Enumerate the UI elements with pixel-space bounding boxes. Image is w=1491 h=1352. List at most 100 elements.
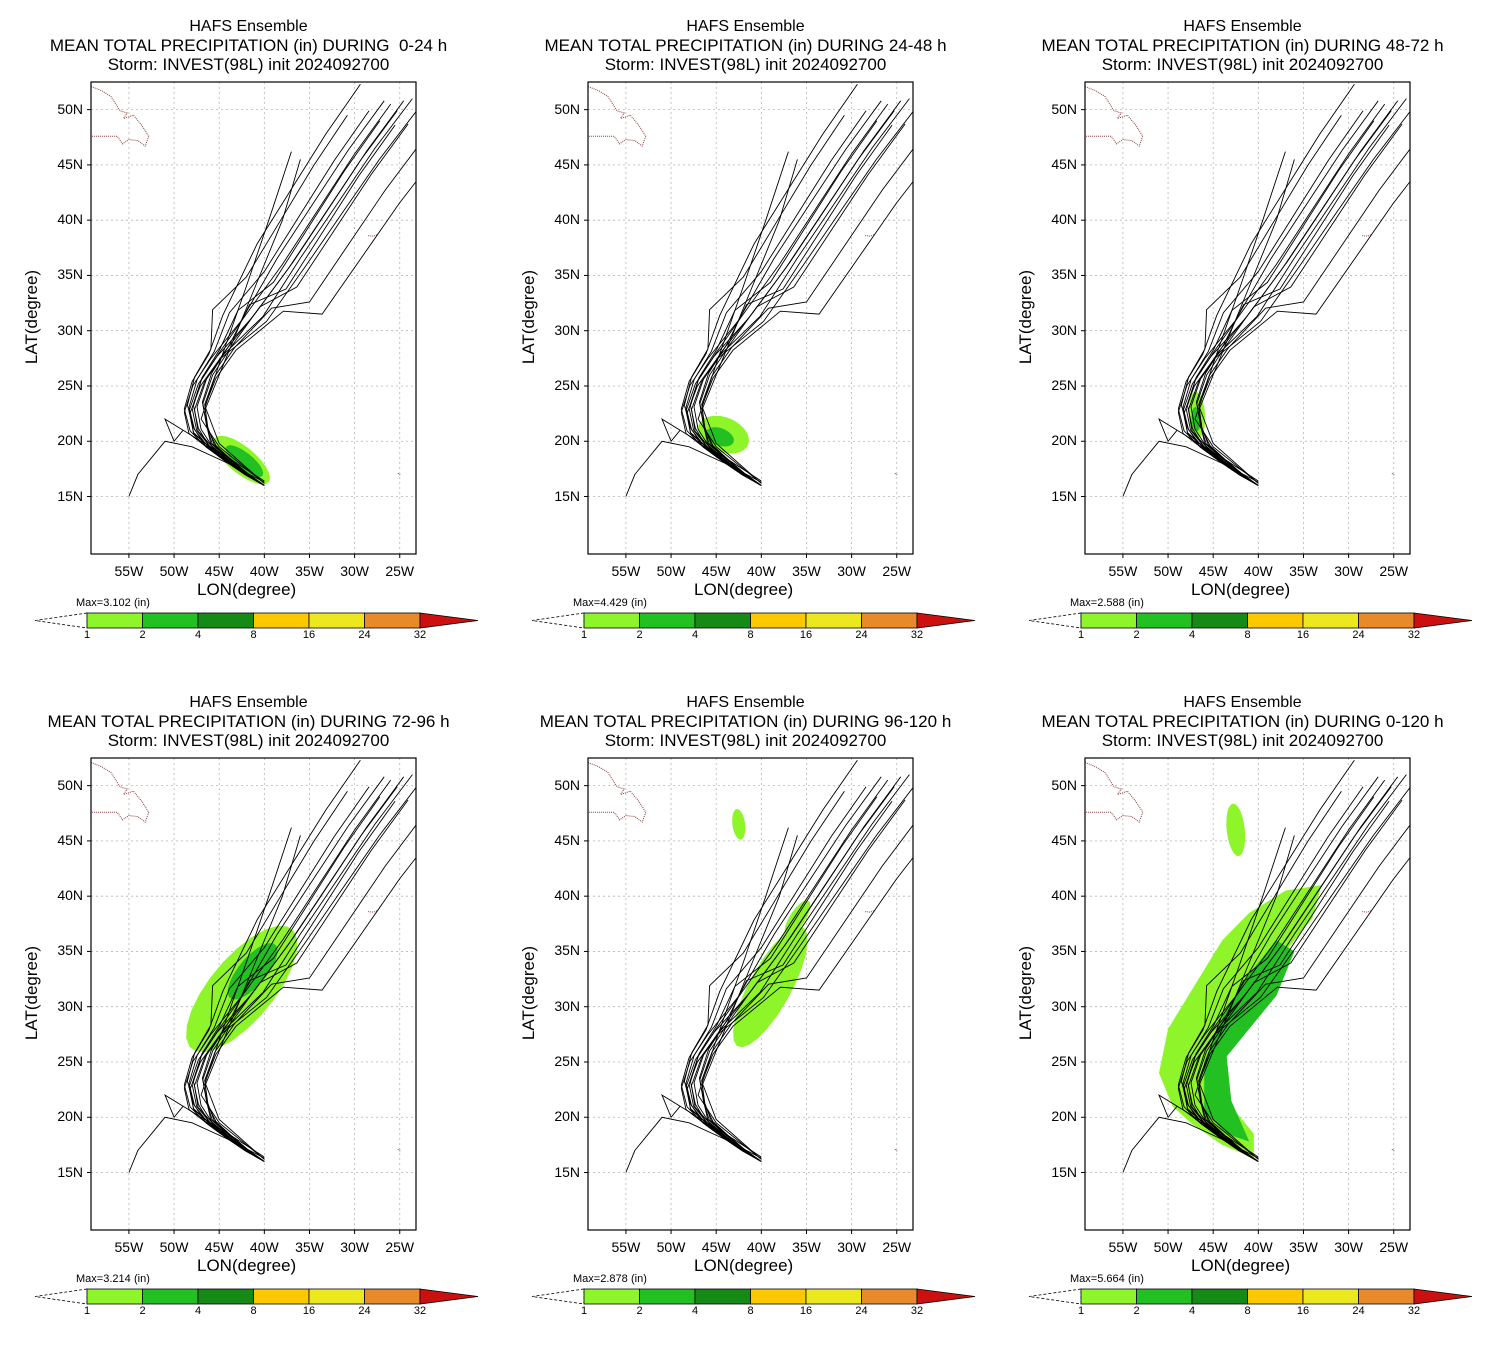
colorbar-level-label: 4 — [1188, 1305, 1196, 1317]
colorbar-level-label: 16 — [799, 629, 813, 641]
max-units-label: (in) — [134, 1273, 150, 1285]
track-member-1 — [191, 103, 392, 486]
track-member-8 — [183, 83, 361, 486]
cape-verde-islands — [1391, 472, 1396, 476]
max-value-label: Max=4.429 — [573, 597, 628, 609]
colorbar-level-label: 32 — [413, 1305, 427, 1317]
track-member-18 — [205, 159, 301, 484]
y-axis-label: LAT(degree) — [22, 269, 41, 365]
panel-title-storm: Storm: INVEST(98L) init 2024092700 — [107, 731, 390, 750]
colorbar-level-label: 1 — [580, 629, 588, 641]
lat-tick-label: 25N — [1051, 1052, 1077, 1069]
x-axis-label: LON(degree) — [197, 1256, 297, 1275]
map-frame — [1084, 757, 1411, 1231]
colorbar-below-arrow — [1028, 1288, 1082, 1305]
track-member-15 — [1122, 440, 1259, 497]
max-units-label: (in) — [631, 597, 647, 609]
lon-tick-label: 35W — [295, 1239, 324, 1255]
colorbar-segment — [86, 612, 143, 629]
ensemble-tracks — [1122, 759, 1410, 1173]
track-member-16 — [661, 1093, 762, 1158]
coastline — [588, 85, 899, 476]
colorbar-level-label: 24 — [358, 1305, 371, 1317]
colorbar-level-label: 2 — [139, 1305, 146, 1317]
newfoundland-coast — [1085, 761, 1144, 823]
max-value-label: Max=2.878 — [573, 1273, 628, 1285]
track-member-14 — [686, 110, 913, 486]
colorbar-segment — [253, 1288, 310, 1305]
azores-islands — [368, 234, 378, 237]
panel-title-field: MEAN TOTAL PRECIPITATION (in) DURING 72-… — [47, 712, 450, 731]
colorbar-segment — [805, 1288, 862, 1305]
colorbar-level-label: 8 — [747, 629, 754, 641]
lon-tick-label: 30W — [1334, 563, 1363, 579]
colorbar — [34, 1288, 479, 1305]
precip-panel-6: HAFS Ensemble MEAN TOTAL PRECIPITATION (i… — [994, 676, 1491, 1352]
newfoundland-coast — [91, 761, 150, 823]
azores-islands — [865, 234, 875, 237]
colorbar-level-label: 8 — [250, 1305, 257, 1317]
lon-tick-label: 55W — [1108, 563, 1138, 579]
azores-islands — [1362, 234, 1372, 237]
colorbar-above-arrow — [916, 1288, 976, 1305]
lat-tick-label: 50N — [57, 776, 83, 793]
colorbar-segment — [583, 612, 640, 629]
lat-tick-label: 40N — [57, 887, 83, 904]
y-axis-label: LAT(degree) — [22, 945, 41, 1041]
grid-lines — [1085, 758, 1410, 1230]
max-value-label: Max=5.664 — [1070, 1273, 1125, 1285]
colorbar-level-label: 4 — [691, 1305, 699, 1317]
track-member-17 — [697, 827, 789, 1160]
colorbar-above-arrow — [916, 612, 976, 629]
lat-tick-label: 15N — [1051, 487, 1077, 504]
colorbar-level-label: 2 — [1133, 1305, 1140, 1317]
max-units-label: (in) — [134, 597, 150, 609]
newfoundland-coast — [588, 85, 647, 147]
track-member-13 — [698, 124, 893, 486]
precip-map — [34, 81, 479, 629]
newfoundland-coast — [91, 85, 150, 147]
colorbar-level-label: 1 — [83, 1305, 91, 1317]
precip-contour-2in — [227, 943, 278, 1000]
map-frame — [90, 757, 417, 1231]
track-member-15 — [1122, 1116, 1259, 1173]
track-member-17 — [697, 151, 789, 484]
panel-title-model: HAFS Ensemble — [686, 18, 805, 35]
track-member-4 — [1188, 98, 1407, 486]
lat-tick-label: 30N — [1051, 997, 1077, 1014]
lat-tick-label: 25N — [554, 376, 580, 393]
precip-panel-2: HAFS Ensemble MEAN TOTAL PRECIPITATION (i… — [497, 0, 994, 676]
track-member-13 — [698, 800, 893, 1162]
track-member-18 — [205, 835, 301, 1160]
lat-tick-label: 25N — [1051, 376, 1077, 393]
track-member-12 — [1180, 790, 1342, 1162]
precip-map — [531, 81, 976, 629]
lon-tick-label: 30W — [340, 563, 369, 579]
track-member-6 — [1182, 110, 1392, 486]
track-member-12 — [186, 790, 348, 1162]
colorbar-above-arrow — [1413, 612, 1473, 629]
colorbar-level-label: 4 — [691, 629, 699, 641]
colorbar-segment — [639, 1288, 696, 1305]
colorbar-segment — [197, 1288, 254, 1305]
track-member-4 — [194, 774, 413, 1162]
lon-tick-label: 35W — [1289, 563, 1318, 579]
ensemble-tracks — [625, 83, 913, 497]
precip-contour-1in — [1226, 803, 1246, 857]
lon-tick-label: 25W — [1379, 1239, 1409, 1255]
colorbar-level-label: 16 — [302, 1305, 316, 1317]
lon-tick-label: 25W — [385, 563, 415, 579]
colorbar-level-label: 1 — [1077, 629, 1085, 641]
lon-tick-label: 40W — [1243, 563, 1273, 579]
lat-tick-label: 35N — [554, 942, 580, 959]
azores-islands — [368, 910, 378, 913]
lat-tick-label: 40N — [1051, 887, 1077, 904]
panel-title-model: HAFS Ensemble — [1183, 694, 1302, 711]
track-member-13 — [201, 800, 396, 1162]
precip-panel-3: HAFS Ensemble MEAN TOTAL PRECIPITATION (i… — [994, 0, 1491, 676]
colorbar-level-label: 1 — [83, 629, 91, 641]
map-frame — [587, 757, 914, 1231]
lon-tick-label: 35W — [295, 563, 324, 579]
track-member-14 — [1183, 110, 1410, 486]
panel-title-model: HAFS Ensemble — [189, 694, 308, 711]
